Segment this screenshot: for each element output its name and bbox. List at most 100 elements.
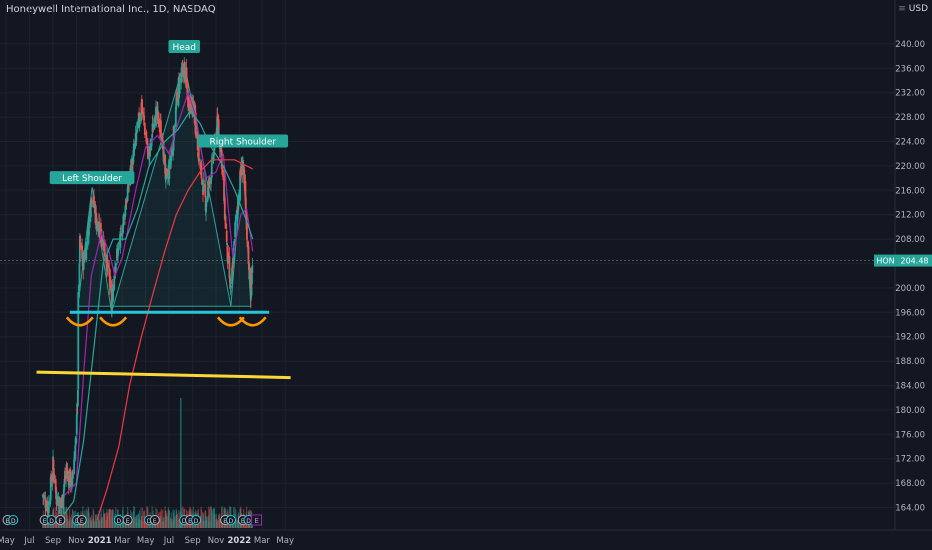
volume-bar bbox=[171, 519, 173, 528]
currency-label[interactable]: ≡ USD bbox=[898, 4, 928, 14]
candle bbox=[93, 200, 96, 214]
volume-bar bbox=[176, 514, 178, 528]
candle-body bbox=[122, 214, 125, 220]
event-marker-text: D bbox=[229, 518, 234, 525]
y-tick-label: 168.00 bbox=[895, 479, 925, 489]
candle bbox=[176, 96, 179, 104]
volume-bar bbox=[143, 511, 145, 528]
candle-body bbox=[47, 501, 50, 514]
volume-bar bbox=[164, 506, 166, 528]
candle-body bbox=[64, 475, 66, 481]
candle-body bbox=[225, 230, 228, 242]
candle-body bbox=[251, 265, 254, 274]
candle bbox=[203, 180, 206, 188]
candle-body bbox=[104, 252, 106, 257]
candle bbox=[42, 492, 45, 506]
candle-body bbox=[219, 143, 222, 153]
candle bbox=[211, 152, 214, 164]
candle-body bbox=[53, 473, 56, 480]
volume-bar bbox=[103, 512, 105, 528]
volume-bar bbox=[172, 509, 174, 528]
chart-title: Honeywell International Inc., 1D, NASDAQ bbox=[6, 4, 216, 15]
volume-bar bbox=[159, 515, 162, 528]
last-price-tag-text: 204.48 bbox=[901, 257, 929, 266]
volume-bar bbox=[151, 520, 153, 528]
candle bbox=[165, 167, 168, 179]
event-marker-text: D bbox=[194, 518, 199, 525]
event-marker-text: E bbox=[6, 518, 10, 525]
candle-body bbox=[66, 470, 69, 475]
candle-body bbox=[208, 179, 211, 183]
volume-bar bbox=[66, 514, 69, 528]
candle bbox=[138, 113, 141, 127]
candle bbox=[61, 494, 64, 508]
candle bbox=[104, 246, 106, 258]
volume-bar bbox=[135, 516, 137, 528]
volume-bar bbox=[178, 518, 180, 528]
candle-body bbox=[221, 169, 224, 173]
candle-body bbox=[61, 494, 64, 508]
y-tick-label: 176.00 bbox=[895, 430, 925, 440]
candle-body bbox=[147, 144, 149, 159]
volume-bar bbox=[218, 514, 220, 528]
volume-bar bbox=[109, 509, 111, 528]
volume-bar bbox=[112, 509, 114, 528]
volume-bar bbox=[66, 518, 68, 528]
candle-body bbox=[77, 291, 80, 389]
volume-bar bbox=[210, 521, 212, 528]
volume-bar bbox=[160, 508, 162, 528]
candle-body bbox=[235, 216, 238, 218]
volume-bar bbox=[222, 521, 224, 528]
pattern-label-text: Head bbox=[172, 43, 196, 53]
volume-bar bbox=[151, 521, 154, 528]
volume-bar bbox=[133, 506, 135, 528]
x-tick-label: Sep bbox=[45, 536, 61, 546]
volume-bar bbox=[168, 510, 170, 528]
candle-body bbox=[177, 78, 180, 106]
candle-body bbox=[148, 155, 150, 159]
volume-bar bbox=[177, 519, 180, 528]
volume-bar bbox=[68, 508, 71, 528]
volume-bar bbox=[121, 521, 123, 528]
candle-body bbox=[181, 67, 184, 74]
candle-body bbox=[155, 106, 157, 127]
candle-body bbox=[95, 213, 98, 230]
volume-bar bbox=[95, 521, 97, 528]
volume-bar bbox=[119, 521, 121, 528]
candle bbox=[160, 131, 163, 145]
volume-bar bbox=[108, 509, 110, 528]
x-tick-label: Sep bbox=[185, 536, 201, 546]
y-tick-label: 172.00 bbox=[895, 455, 925, 465]
volume-bar bbox=[169, 517, 172, 528]
candle-body bbox=[189, 103, 192, 111]
volume-bar bbox=[164, 510, 167, 528]
candle-body bbox=[238, 196, 240, 199]
volume-bar bbox=[100, 513, 102, 528]
volume-bar bbox=[162, 521, 165, 528]
candle bbox=[101, 240, 104, 250]
candle-body bbox=[223, 198, 226, 219]
volume-bar bbox=[179, 520, 181, 528]
volume-bar bbox=[202, 515, 204, 528]
candle-body bbox=[168, 159, 171, 179]
volume-bar bbox=[166, 513, 168, 528]
volume-bar bbox=[161, 521, 164, 528]
candle-body bbox=[51, 472, 54, 482]
candle bbox=[133, 143, 136, 157]
volume-bar bbox=[213, 507, 216, 528]
x-tick-label: May bbox=[0, 536, 15, 546]
event-marker-text: E bbox=[80, 518, 84, 525]
candle-body bbox=[176, 97, 179, 104]
volume-bar bbox=[218, 513, 220, 528]
volume-bar bbox=[90, 519, 92, 528]
volume-bar bbox=[175, 508, 177, 528]
volume-bar bbox=[96, 518, 98, 528]
candle bbox=[143, 107, 145, 124]
candle-body bbox=[199, 161, 201, 163]
volume-bar bbox=[178, 509, 180, 528]
candle-body bbox=[234, 222, 237, 238]
volume-bar bbox=[200, 516, 202, 528]
volume-bar bbox=[235, 518, 237, 528]
volume-bar bbox=[112, 508, 114, 528]
